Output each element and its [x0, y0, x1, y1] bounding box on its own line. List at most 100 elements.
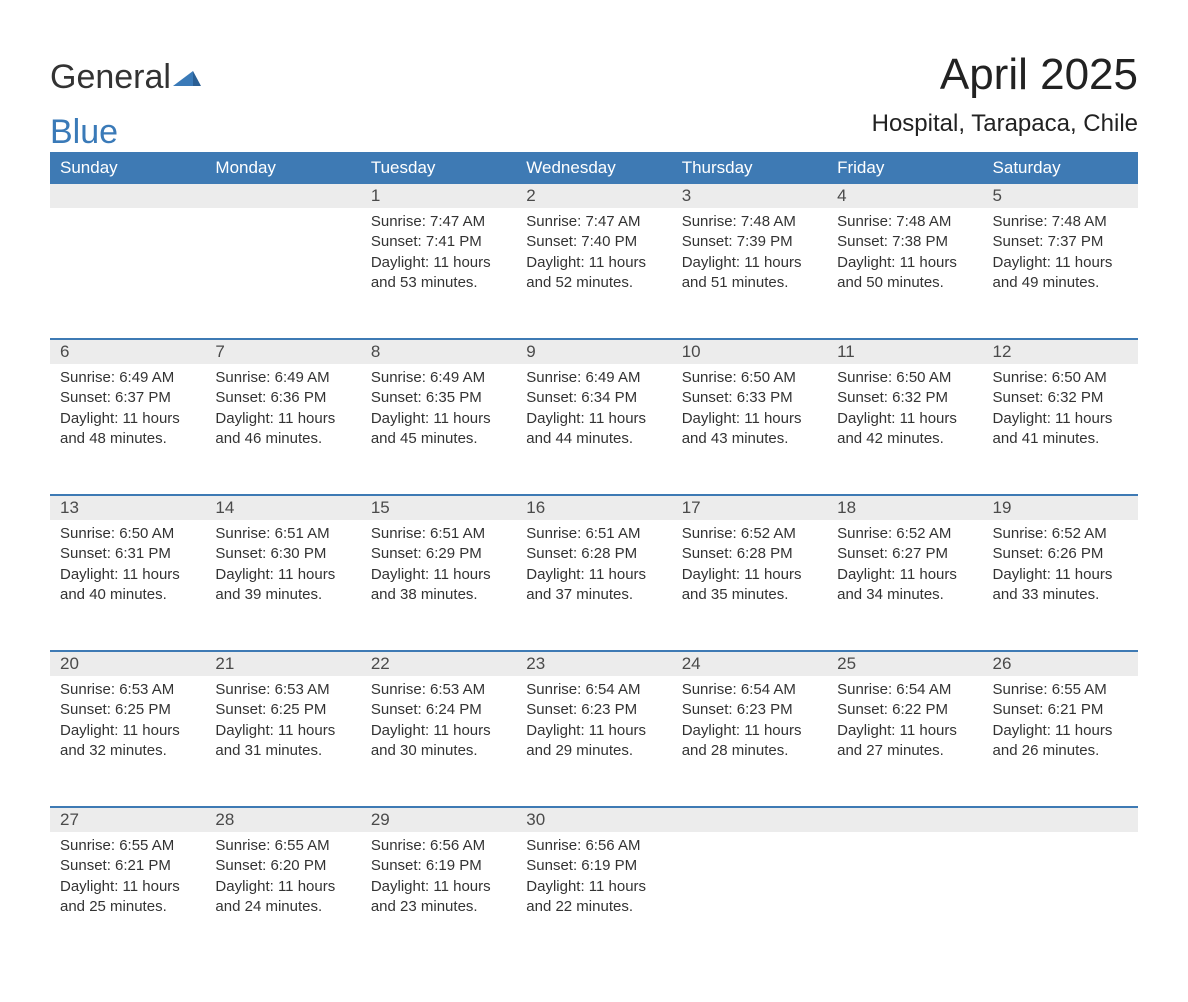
- day-cell: Sunrise: 6:52 AMSunset: 6:28 PMDaylight:…: [672, 520, 827, 650]
- day-number: [983, 808, 1138, 832]
- day-number: 4: [827, 184, 982, 208]
- day-cell: Sunrise: 6:52 AMSunset: 6:26 PMDaylight:…: [983, 520, 1138, 650]
- sunset-text: Sunset: 6:34 PM: [526, 388, 661, 408]
- day-number: 10: [672, 340, 827, 364]
- day-number: 14: [205, 496, 360, 520]
- logo-line2: Blue: [50, 105, 118, 152]
- sunset-text: Sunset: 6:24 PM: [371, 700, 506, 720]
- day-number: 26: [983, 652, 1138, 676]
- sunrise-text: Sunrise: 6:53 AM: [215, 680, 350, 700]
- day-number: 7: [205, 340, 360, 364]
- day-cell: [983, 832, 1138, 962]
- day-number: 27: [50, 808, 205, 832]
- daylight-text: Daylight: 11 hours and 53 minutes.: [371, 253, 506, 294]
- sunset-text: Sunset: 6:23 PM: [526, 700, 661, 720]
- day-number: 15: [361, 496, 516, 520]
- day-number: 24: [672, 652, 827, 676]
- week-row: Sunrise: 6:49 AMSunset: 6:37 PMDaylight:…: [50, 364, 1138, 494]
- daylight-text: Daylight: 11 hours and 44 minutes.: [526, 409, 661, 450]
- sunrise-text: Sunrise: 6:49 AM: [526, 368, 661, 388]
- logo-word-2: Blue: [50, 113, 118, 152]
- day-cell: Sunrise: 6:50 AMSunset: 6:31 PMDaylight:…: [50, 520, 205, 650]
- sunrise-text: Sunrise: 6:49 AM: [371, 368, 506, 388]
- logo-triangle-icon: [173, 58, 201, 97]
- sunset-text: Sunset: 6:32 PM: [837, 388, 972, 408]
- sunset-text: Sunset: 6:19 PM: [526, 856, 661, 876]
- weekday-sunday: Sunday: [50, 152, 205, 184]
- sunrise-text: Sunrise: 6:52 AM: [682, 524, 817, 544]
- daylight-text: Daylight: 11 hours and 51 minutes.: [682, 253, 817, 294]
- weekday-friday: Friday: [827, 152, 982, 184]
- sunrise-text: Sunrise: 6:56 AM: [526, 836, 661, 856]
- sunrise-text: Sunrise: 6:55 AM: [215, 836, 350, 856]
- sunset-text: Sunset: 6:37 PM: [60, 388, 195, 408]
- week-row: Sunrise: 6:53 AMSunset: 6:25 PMDaylight:…: [50, 676, 1138, 806]
- daylight-text: Daylight: 11 hours and 34 minutes.: [837, 565, 972, 606]
- sunrise-text: Sunrise: 6:49 AM: [60, 368, 195, 388]
- weekday-wednesday: Wednesday: [516, 152, 671, 184]
- weekday-saturday: Saturday: [983, 152, 1138, 184]
- logo-word-1: General: [50, 58, 171, 97]
- sunset-text: Sunset: 6:35 PM: [371, 388, 506, 408]
- week-row: Sunrise: 6:50 AMSunset: 6:31 PMDaylight:…: [50, 520, 1138, 650]
- sunrise-text: Sunrise: 7:47 AM: [371, 212, 506, 232]
- day-cell: Sunrise: 6:54 AMSunset: 6:22 PMDaylight:…: [827, 676, 982, 806]
- week-row: Sunrise: 6:55 AMSunset: 6:21 PMDaylight:…: [50, 832, 1138, 962]
- weekday-thursday: Thursday: [672, 152, 827, 184]
- day-cell: Sunrise: 6:55 AMSunset: 6:20 PMDaylight:…: [205, 832, 360, 962]
- sunset-text: Sunset: 6:36 PM: [215, 388, 350, 408]
- day-number: 13: [50, 496, 205, 520]
- day-number: 23: [516, 652, 671, 676]
- day-number: 11: [827, 340, 982, 364]
- daylight-text: Daylight: 11 hours and 41 minutes.: [993, 409, 1128, 450]
- sunset-text: Sunset: 6:33 PM: [682, 388, 817, 408]
- sunset-text: Sunset: 6:32 PM: [993, 388, 1128, 408]
- weekday-monday: Monday: [205, 152, 360, 184]
- daylight-text: Daylight: 11 hours and 45 minutes.: [371, 409, 506, 450]
- sunrise-text: Sunrise: 6:52 AM: [837, 524, 972, 544]
- day-cell: Sunrise: 6:50 AMSunset: 6:32 PMDaylight:…: [983, 364, 1138, 494]
- daylight-text: Daylight: 11 hours and 23 minutes.: [371, 877, 506, 918]
- day-number: 1: [361, 184, 516, 208]
- day-number: 21: [205, 652, 360, 676]
- day-number: 8: [361, 340, 516, 364]
- sunset-text: Sunset: 6:28 PM: [526, 544, 661, 564]
- sunrise-text: Sunrise: 6:55 AM: [993, 680, 1128, 700]
- daylight-text: Daylight: 11 hours and 33 minutes.: [993, 565, 1128, 606]
- day-cell: Sunrise: 7:48 AMSunset: 7:37 PMDaylight:…: [983, 208, 1138, 338]
- daylight-text: Daylight: 11 hours and 31 minutes.: [215, 721, 350, 762]
- sunset-text: Sunset: 6:27 PM: [837, 544, 972, 564]
- sunrise-text: Sunrise: 6:54 AM: [526, 680, 661, 700]
- daylight-text: Daylight: 11 hours and 28 minutes.: [682, 721, 817, 762]
- day-cell: Sunrise: 6:56 AMSunset: 6:19 PMDaylight:…: [361, 832, 516, 962]
- daylight-text: Daylight: 11 hours and 24 minutes.: [215, 877, 350, 918]
- day-number: 9: [516, 340, 671, 364]
- day-cell: Sunrise: 6:56 AMSunset: 6:19 PMDaylight:…: [516, 832, 671, 962]
- day-number: 28: [205, 808, 360, 832]
- day-number: 29: [361, 808, 516, 832]
- day-cell: Sunrise: 7:48 AMSunset: 7:38 PMDaylight:…: [827, 208, 982, 338]
- daylight-text: Daylight: 11 hours and 35 minutes.: [682, 565, 817, 606]
- day-cell: [205, 208, 360, 338]
- day-number: 17: [672, 496, 827, 520]
- day-number: 25: [827, 652, 982, 676]
- daylight-text: Daylight: 11 hours and 43 minutes.: [682, 409, 817, 450]
- day-cell: Sunrise: 7:47 AMSunset: 7:40 PMDaylight:…: [516, 208, 671, 338]
- day-cell: Sunrise: 6:53 AMSunset: 6:25 PMDaylight:…: [205, 676, 360, 806]
- daylight-text: Daylight: 11 hours and 26 minutes.: [993, 721, 1128, 762]
- sunrise-text: Sunrise: 6:54 AM: [682, 680, 817, 700]
- sunset-text: Sunset: 6:25 PM: [215, 700, 350, 720]
- sunrise-text: Sunrise: 6:52 AM: [993, 524, 1128, 544]
- daylight-text: Daylight: 11 hours and 22 minutes.: [526, 877, 661, 918]
- sunrise-text: Sunrise: 6:50 AM: [60, 524, 195, 544]
- day-cell: Sunrise: 6:55 AMSunset: 6:21 PMDaylight:…: [983, 676, 1138, 806]
- day-number: 30: [516, 808, 671, 832]
- sunrise-text: Sunrise: 7:47 AM: [526, 212, 661, 232]
- day-cell: [50, 208, 205, 338]
- daylight-text: Daylight: 11 hours and 49 minutes.: [993, 253, 1128, 294]
- day-cell: [672, 832, 827, 962]
- daylight-text: Daylight: 11 hours and 32 minutes.: [60, 721, 195, 762]
- sunrise-text: Sunrise: 6:53 AM: [371, 680, 506, 700]
- day-number: [50, 184, 205, 208]
- day-cell: Sunrise: 6:49 AMSunset: 6:35 PMDaylight:…: [361, 364, 516, 494]
